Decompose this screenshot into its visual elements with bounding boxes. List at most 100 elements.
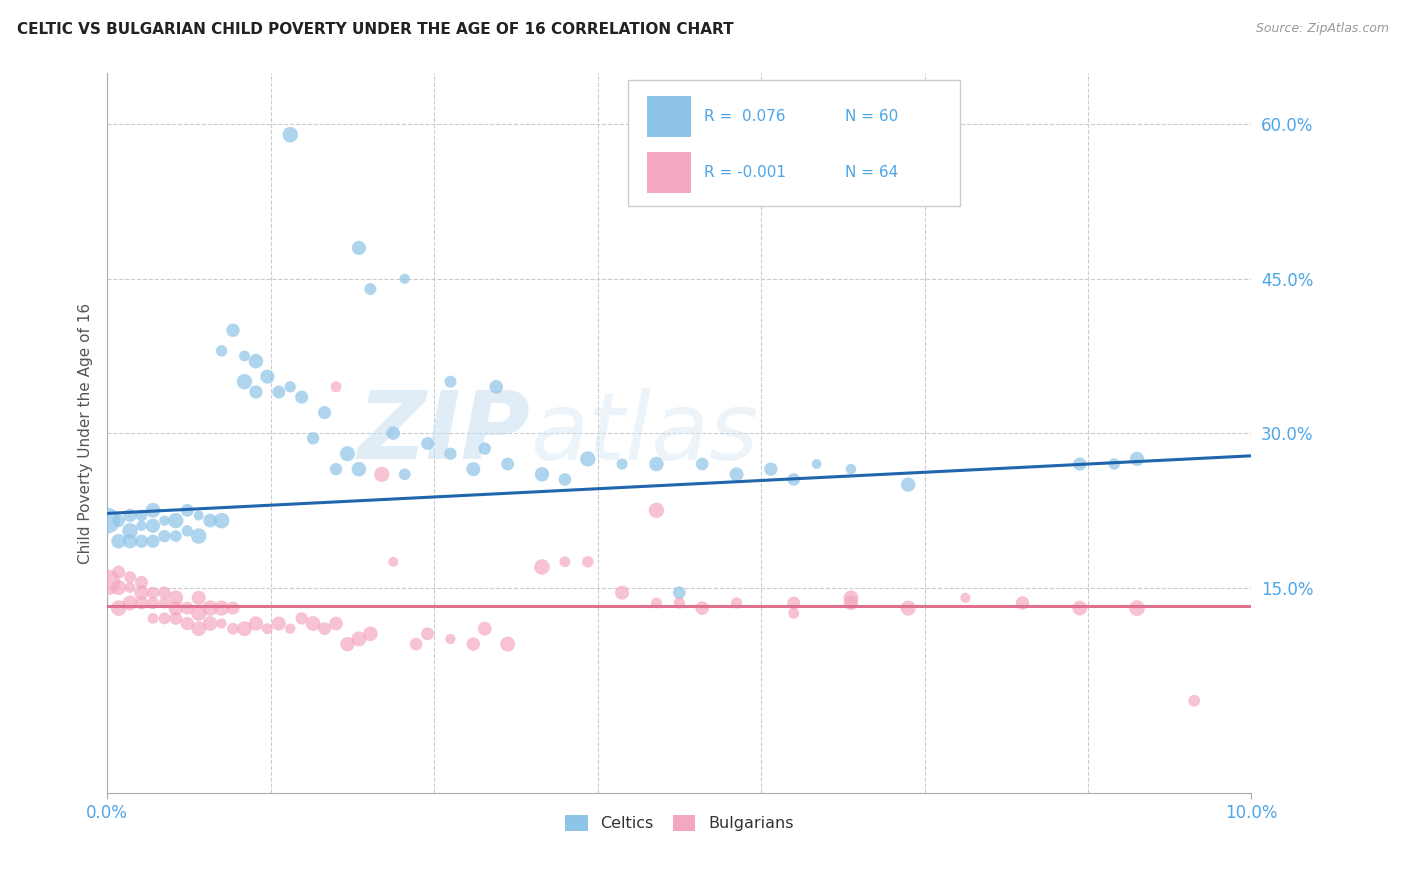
Point — [1126, 451, 1149, 466]
Point — [142, 503, 165, 517]
FancyBboxPatch shape — [628, 80, 960, 206]
Point — [211, 343, 233, 358]
Point — [394, 467, 416, 482]
Point — [347, 632, 370, 646]
Point — [668, 596, 690, 610]
Point — [783, 606, 806, 620]
Point — [576, 451, 599, 466]
Point — [142, 585, 165, 599]
Point — [211, 514, 233, 528]
Point — [1182, 694, 1205, 708]
Point — [233, 375, 256, 389]
Point — [118, 581, 141, 595]
Y-axis label: Child Poverty Under the Age of 16: Child Poverty Under the Age of 16 — [79, 302, 93, 564]
Point — [496, 457, 519, 471]
Point — [131, 585, 153, 599]
Point — [325, 380, 347, 394]
Point — [463, 462, 485, 476]
Point — [645, 457, 668, 471]
Point — [394, 272, 416, 286]
Point — [256, 622, 278, 636]
Point — [165, 591, 187, 605]
Point — [245, 354, 267, 368]
Point — [1011, 596, 1033, 610]
Point — [187, 591, 209, 605]
Point — [107, 514, 129, 528]
Point — [107, 534, 129, 549]
Point — [359, 627, 381, 641]
Point — [267, 384, 290, 399]
Point — [198, 601, 221, 615]
Point — [107, 581, 129, 595]
Point — [176, 524, 198, 538]
Point — [496, 637, 519, 651]
Point — [839, 591, 862, 605]
Point — [187, 622, 209, 636]
Point — [955, 591, 977, 605]
Point — [1069, 457, 1091, 471]
Point — [153, 585, 176, 599]
Point — [245, 384, 267, 399]
Point — [176, 503, 198, 517]
Point — [267, 616, 290, 631]
Point — [131, 518, 153, 533]
Point — [325, 616, 347, 631]
Point — [233, 622, 256, 636]
Point — [142, 611, 165, 625]
Point — [336, 637, 359, 651]
Point — [645, 596, 668, 610]
Text: CELTIC VS BULGARIAN CHILD POVERTY UNDER THE AGE OF 16 CORRELATION CHART: CELTIC VS BULGARIAN CHILD POVERTY UNDER … — [17, 22, 734, 37]
Point — [382, 426, 405, 441]
Point — [530, 467, 553, 482]
Point — [131, 596, 153, 610]
Point — [690, 457, 713, 471]
Point — [165, 529, 187, 543]
Point — [1126, 601, 1149, 615]
Point — [554, 473, 576, 487]
Bar — [647, 152, 690, 194]
Point — [291, 390, 314, 404]
Point — [474, 442, 496, 456]
Text: R = -0.001: R = -0.001 — [704, 165, 786, 180]
Point — [371, 467, 394, 482]
Point — [256, 369, 278, 384]
Point — [176, 616, 198, 631]
Point — [165, 611, 187, 625]
Point — [153, 596, 176, 610]
Text: N = 60: N = 60 — [845, 109, 898, 124]
Point — [142, 596, 165, 610]
Point — [187, 606, 209, 620]
Point — [198, 514, 221, 528]
Point — [783, 596, 806, 610]
Point — [302, 431, 325, 445]
Point — [610, 585, 633, 599]
Point — [725, 467, 748, 482]
Point — [839, 596, 862, 610]
Point — [897, 477, 920, 491]
Point — [1069, 601, 1091, 615]
Point — [725, 596, 748, 610]
Point — [610, 457, 633, 471]
Point — [439, 632, 461, 646]
Point — [382, 555, 405, 569]
Point — [211, 616, 233, 631]
Point — [222, 601, 245, 615]
Point — [336, 447, 359, 461]
Point — [118, 596, 141, 610]
Point — [118, 570, 141, 584]
Legend: Celtics, Bulgarians: Celtics, Bulgarians — [557, 807, 801, 839]
Point — [142, 518, 165, 533]
Point — [153, 611, 176, 625]
Point — [668, 585, 690, 599]
Point — [96, 575, 118, 590]
Point — [176, 601, 198, 615]
Point — [347, 241, 370, 255]
Point — [359, 282, 381, 296]
Point — [222, 622, 245, 636]
Point — [439, 375, 461, 389]
Bar — [647, 95, 690, 137]
Point — [131, 508, 153, 523]
Point — [107, 601, 129, 615]
Text: Source: ZipAtlas.com: Source: ZipAtlas.com — [1256, 22, 1389, 36]
Point — [278, 622, 301, 636]
